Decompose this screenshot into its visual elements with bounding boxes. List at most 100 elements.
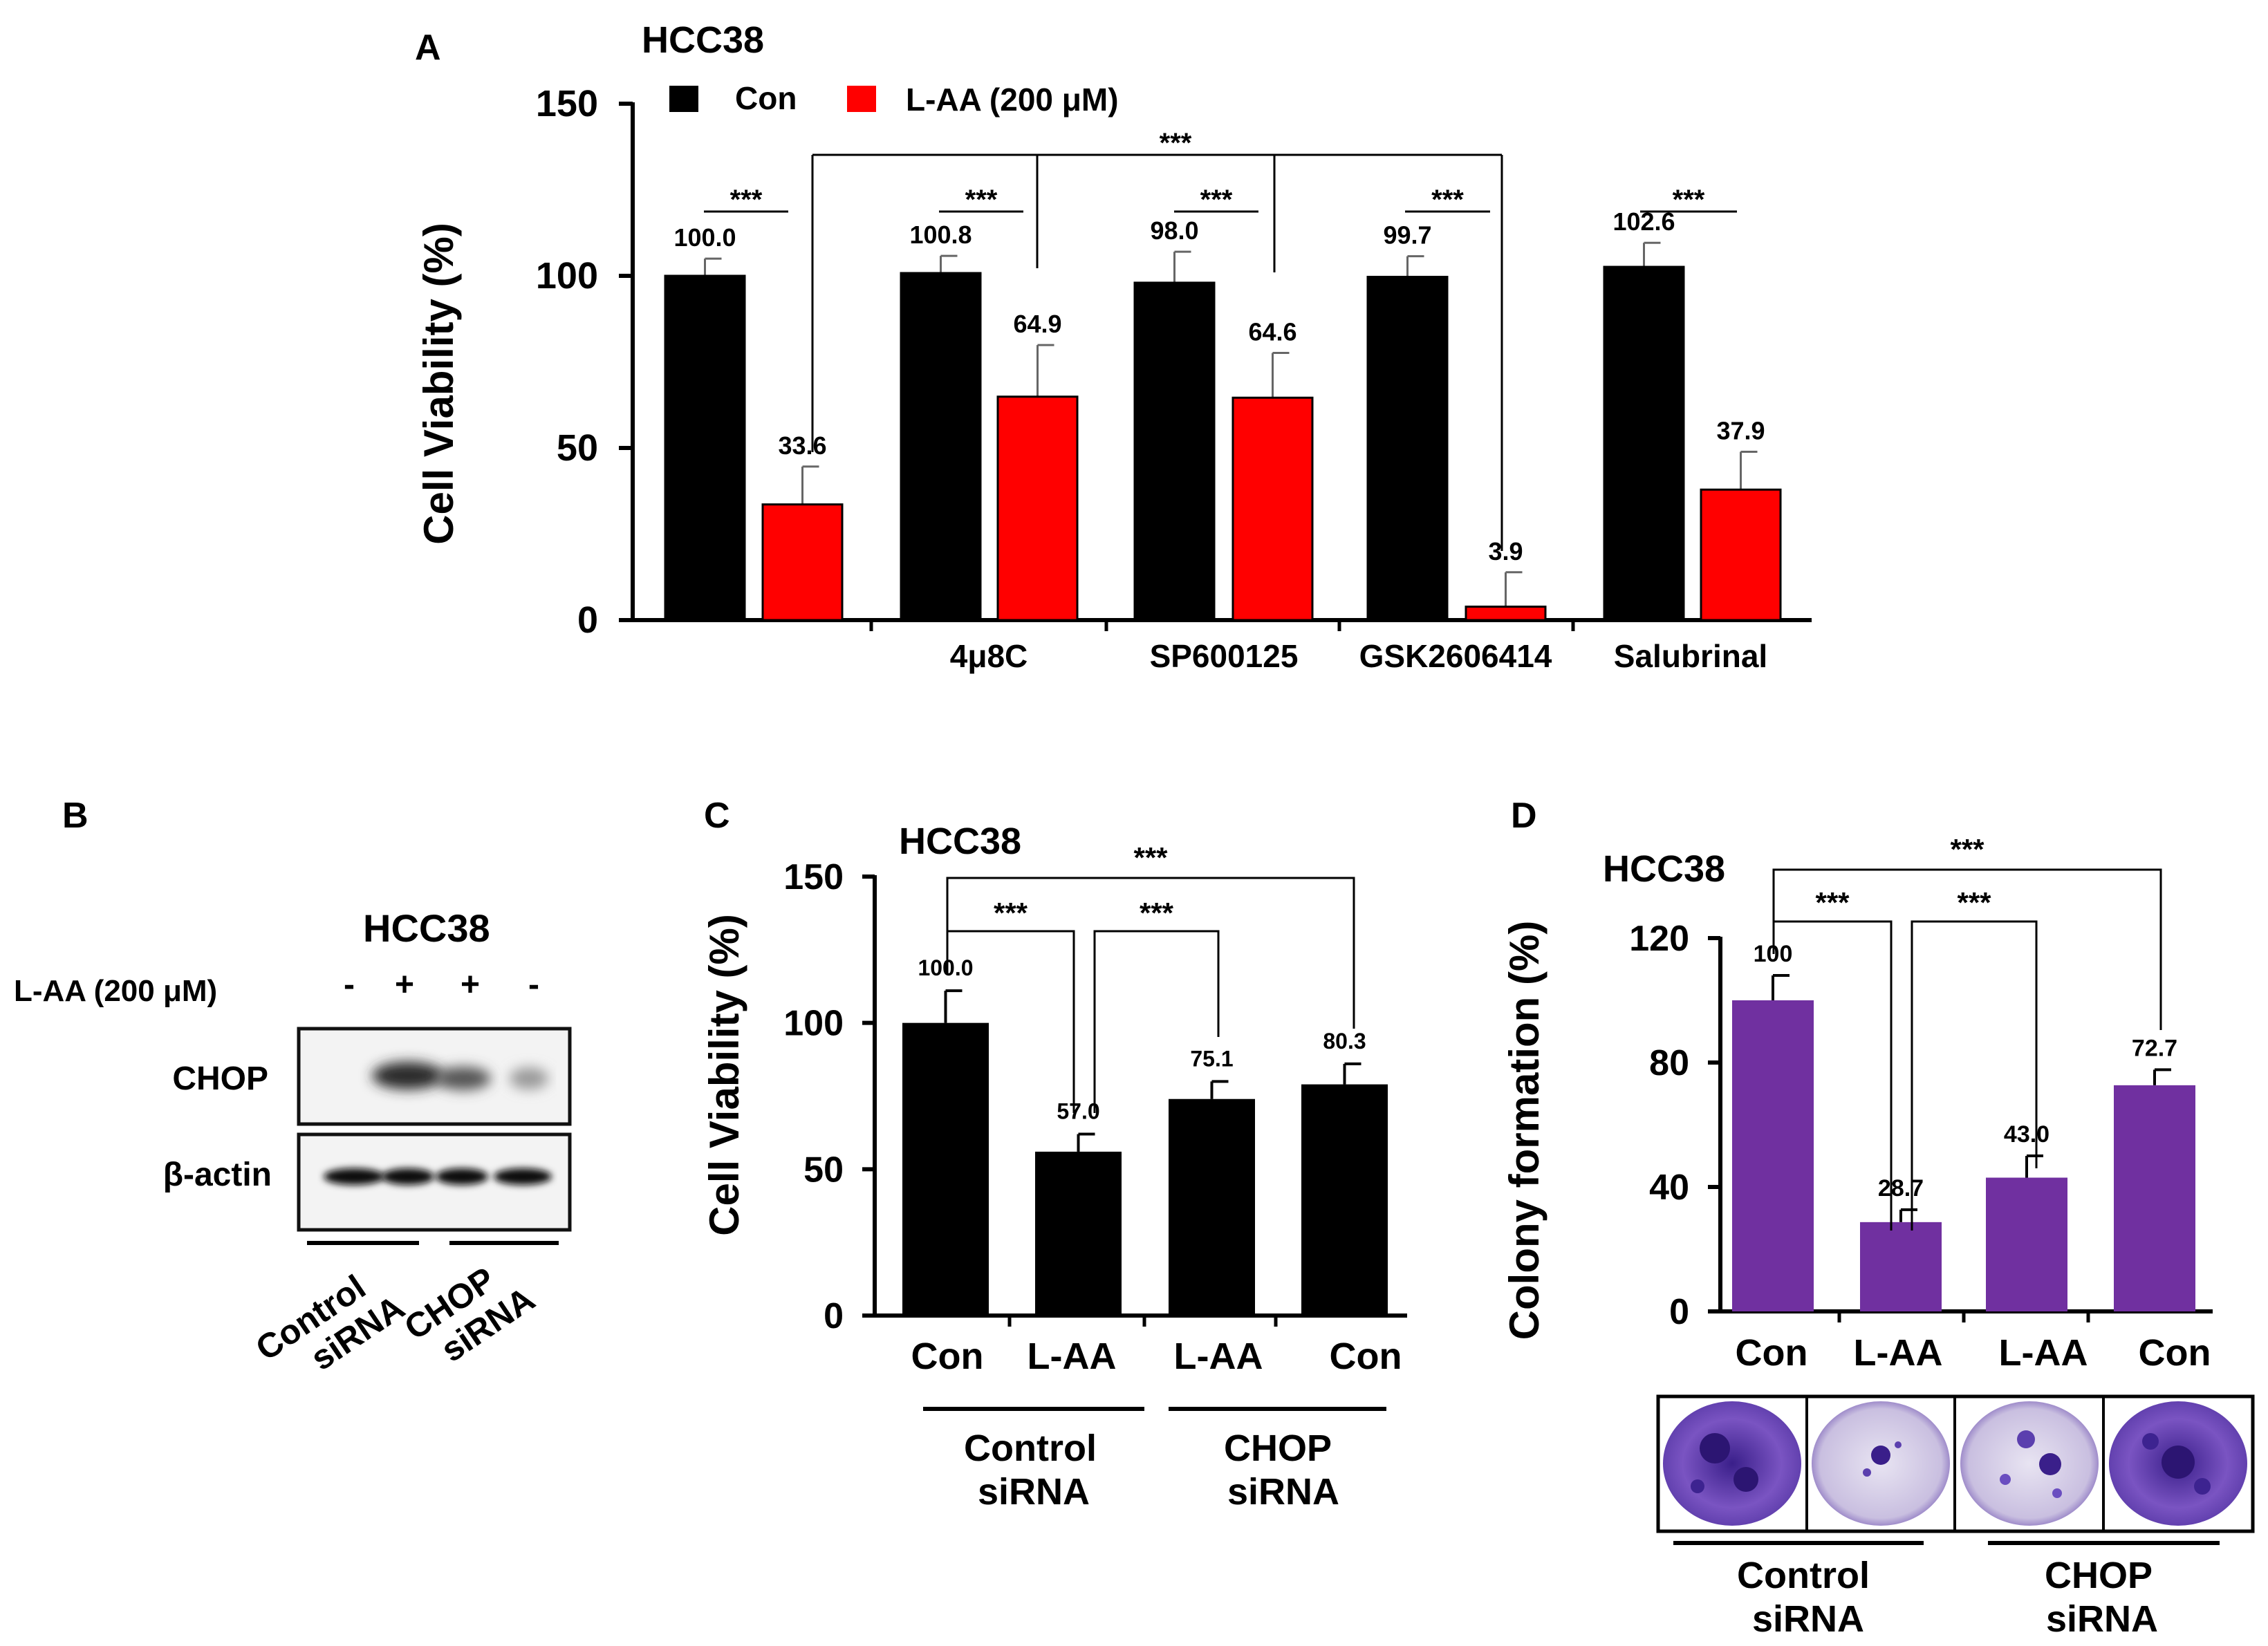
panel-a: A HCC38 Cell Viability (%) Con L-AA (200… — [415, 19, 1812, 674]
blot-actin-band-lane3 — [436, 1168, 488, 1185]
chart-c-title: HCC38 — [899, 821, 1021, 862]
chart-a-data-label: 37.9 — [1716, 416, 1765, 445]
colony-dish-3 — [1960, 1401, 2099, 1526]
chart-d-axes: 0 40 80 120 Con L-AA L-AA Con — [1629, 919, 2213, 1374]
chart-d-bar — [2114, 1085, 2195, 1311]
chart-a-data-label: 64.6 — [1248, 318, 1296, 346]
chart-d-bar — [1986, 1177, 2067, 1311]
chart-a-bar-laa — [1465, 606, 1547, 621]
chart-d-bar — [1860, 1222, 1942, 1311]
chart-a-data-label: 100.8 — [909, 221, 972, 249]
chart-d-significance: *** *** *** — [1772, 833, 2162, 1231]
chart-d-sig-3-bracket — [1772, 868, 2162, 1030]
chart-c-data-label: 75.1 — [1190, 1046, 1233, 1071]
panel-b: B HCC38 L-AA (200 μM) - + + - CHOP β-act… — [14, 796, 572, 1378]
panel-label-b: B — [62, 796, 89, 836]
chart-a-data-label: 100.0 — [673, 223, 736, 252]
chart-a-y-axis-label: Cell Viability (%) — [416, 223, 462, 545]
legend-label-con: Con — [735, 80, 797, 116]
chart-a-y-tick-label: 100 — [536, 255, 598, 297]
chart-a-data-label: 64.9 — [1013, 310, 1061, 338]
colony-dish-strip — [1656, 1394, 2255, 1533]
panel-label-c: C — [704, 796, 730, 836]
blot-chop-band-lane3 — [436, 1067, 491, 1090]
chart-a-data-label: 3.9 — [1488, 537, 1523, 565]
chart-a-y-tick-label: 150 — [536, 83, 598, 124]
chart-c-group-label-chop: CHOP siRNA — [1224, 1428, 1339, 1513]
chart-d-y-tick-label: 120 — [1629, 919, 1689, 959]
blot-actin-band-lane4 — [494, 1168, 552, 1185]
blot-lane-1-sign: - — [344, 966, 355, 1003]
chart-d-x-tick-label: Con — [2139, 1332, 2211, 1374]
colony-dish-1 — [1663, 1401, 1801, 1526]
chart-a-bar-con — [1133, 281, 1216, 621]
chart-d-x-tick-label: L-AA — [1999, 1332, 2088, 1374]
blot-treatment-label: L-AA (200 μM) — [14, 974, 217, 1008]
chart-d-title: HCC38 — [1603, 848, 1725, 890]
chart-d-y-tick-label: 80 — [1649, 1043, 1689, 1083]
panel-d: D HCC38 Colony formation (%) 0 40 80 120 Con… — [1501, 796, 2255, 1640]
chart-c-sig-3-bracket — [946, 877, 1355, 1029]
chart-a-bar-laa — [761, 503, 844, 621]
chart-a-significance: *** *** *** *** *** *** — [704, 128, 1737, 551]
chart-c-data-label: 100.0 — [918, 955, 973, 980]
legend-swatch-laa — [847, 86, 876, 112]
chart-c-x-tick-label: L-AA — [1028, 1336, 1117, 1377]
chart-c-y-axis-label: Cell Viability (%) — [701, 914, 747, 1236]
chart-d-group-label-control: Control siRNA — [1737, 1555, 1870, 1640]
blot-lane-4-sign: - — [528, 966, 539, 1003]
chart-c-bars: 100.0 57.0 75.1 80.3 — [902, 955, 1388, 1316]
chart-a-sig-stars: *** — [1431, 185, 1464, 215]
svg-text:siRNA: siRNA — [978, 1471, 1090, 1513]
chart-a-bar-laa — [1231, 396, 1314, 621]
chart-a-x-tick-label: GSK2606414 — [1359, 638, 1552, 674]
chart-d-sig-3-stars: *** — [1950, 833, 1984, 866]
chart-d-y-tick-label: 0 — [1669, 1292, 1689, 1332]
chart-c-axes: 0 50 100 150 Con L-AA L-AA Con — [783, 857, 1407, 1377]
chart-d-x-tick-label: L-AA — [1854, 1332, 1943, 1374]
chart-a-bar-laa — [996, 395, 1079, 621]
blot-group-label-control: Control siRNA — [249, 1267, 411, 1378]
chart-c-y-tick-label: 100 — [783, 1004, 844, 1044]
chart-c-x-tick-label: Con — [1330, 1336, 1402, 1377]
chart-a-data-label: 99.7 — [1383, 221, 1431, 250]
blot-actin-band-lane2 — [382, 1168, 434, 1185]
chart-c-group-label-control: Control siRNA — [964, 1428, 1097, 1513]
chart-d-bar — [1732, 1000, 1814, 1311]
chart-c-x-tick-label: Con — [911, 1336, 984, 1377]
chart-c-bar — [1301, 1084, 1388, 1316]
blot-actin-band-lane1 — [324, 1168, 384, 1185]
svg-text:Control: Control — [1737, 1555, 1870, 1596]
colony-dish-2 — [1812, 1401, 1950, 1526]
chart-d-y-tick-label: 40 — [1649, 1168, 1689, 1208]
blot-row-label-chop: CHOP — [172, 1060, 268, 1097]
svg-text:siRNA: siRNA — [2046, 1598, 2158, 1640]
blot-lane-2-sign: + — [395, 966, 414, 1003]
blot-actin-membrane — [297, 1132, 572, 1232]
chart-a-title: HCC38 — [642, 19, 764, 61]
panel-label-a: A — [415, 28, 441, 68]
blot-chop-band-lane4 — [510, 1067, 548, 1089]
chart-a-bar-con — [1366, 275, 1449, 621]
chart-d-data-label: 72.7 — [2132, 1035, 2177, 1061]
blot-group-label-chop: CHOP siRNA — [398, 1260, 542, 1369]
blot-lane-3-sign: + — [461, 966, 480, 1003]
chart-a-y-tick-label: 50 — [557, 427, 598, 469]
chart-c-sig-2-bracket — [1093, 930, 1220, 1113]
colony-dish-4 — [2109, 1401, 2247, 1526]
chart-a-main-bracket-stars: *** — [1160, 128, 1192, 158]
blot-chop-membrane — [297, 1027, 572, 1126]
chart-c-sig-3-stars: *** — [1133, 841, 1168, 874]
svg-text:siRNA: siRNA — [1227, 1471, 1339, 1513]
chart-c-sig-1-stars: *** — [994, 897, 1028, 929]
blot-title: HCC38 — [363, 906, 490, 950]
chart-d-group-label-chop: CHOP siRNA — [2045, 1555, 2158, 1640]
chart-a-x-tick-label: 4μ8C — [950, 638, 1028, 674]
chart-a-x-tick-label: Salubrinal — [1614, 638, 1767, 674]
blot-row-label-actin: β-actin — [163, 1157, 272, 1193]
chart-a-sig-stars: *** — [730, 185, 763, 215]
chart-d-sig-2-bracket — [1911, 920, 2038, 1231]
chart-a-legend: Con L-AA (200 μM) — [669, 80, 1119, 118]
